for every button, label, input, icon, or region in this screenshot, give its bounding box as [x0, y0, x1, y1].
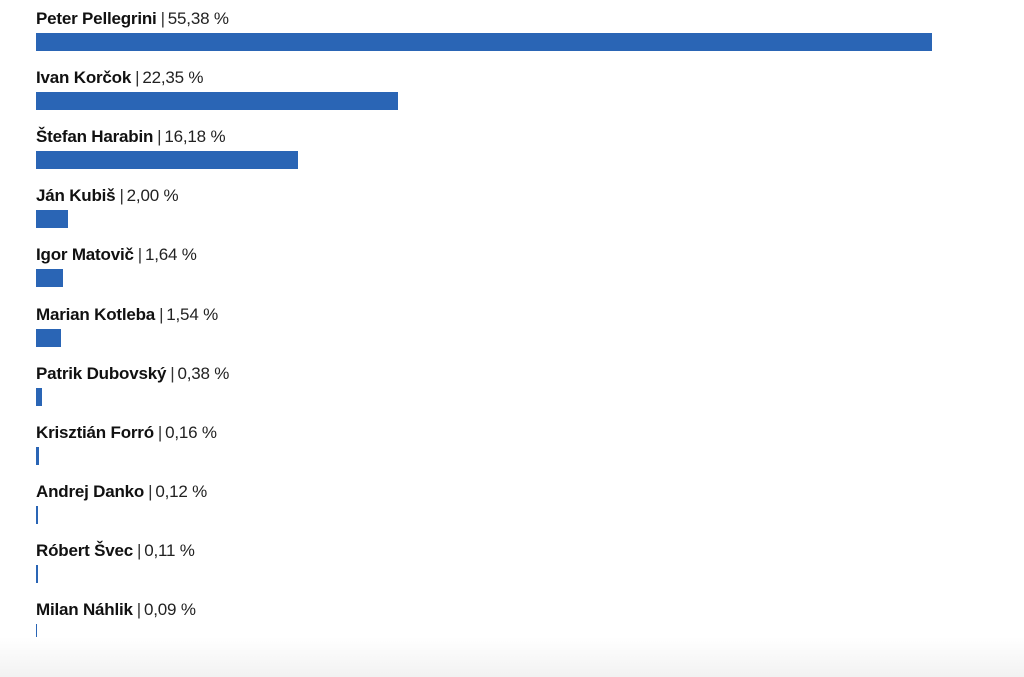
vote-percentage: 0,09 %	[144, 600, 196, 619]
vote-percentage: 0,16 %	[165, 422, 217, 442]
bottom-fade	[0, 637, 1024, 677]
label-separator: |	[160, 9, 165, 28]
vote-bar	[36, 505, 38, 524]
label-separator: |	[170, 363, 175, 383]
candidate-label: Krisztián Forró | 0,16 %	[36, 422, 217, 444]
candidate-label: Andrej Danko | 0,12 %	[36, 481, 207, 503]
label-separator: |	[135, 68, 140, 88]
vote-bar	[36, 446, 39, 465]
label-separator: |	[159, 304, 164, 324]
vote-percentage: 0,38 %	[177, 363, 230, 383]
candidate-row: Peter Pellegrini | 55,38 %	[36, 1, 996, 59]
candidate-label: Róbert Švec | 0,11 %	[36, 540, 195, 562]
vote-bar	[36, 564, 38, 583]
candidate-label: Patrik Dubovský | 0,38 %	[36, 363, 229, 385]
label-separator: |	[157, 127, 162, 147]
vote-bar	[36, 624, 38, 642]
candidate-row: Ivan Korčok | 22,35 %	[36, 60, 996, 118]
candidate-row: Milan Náhlik | 0,09 %	[36, 592, 996, 650]
candidate-name: Marian Kotleba	[36, 304, 156, 324]
label-separator: |	[137, 245, 142, 265]
label-separator: |	[136, 600, 142, 619]
candidate-label: Peter Pellegrini | 55,38 %	[36, 8, 229, 30]
vote-percentage: 22,35 %	[142, 68, 204, 88]
vote-bar	[36, 151, 298, 170]
vote-bar	[36, 387, 43, 406]
candidate-label: Milan Náhlik | 0,09 %	[36, 599, 196, 621]
label-separator: |	[157, 422, 163, 442]
vote-percentage: 2,00 %	[126, 186, 179, 206]
candidate-row: Marian Kotleba | 1,54 %	[36, 297, 996, 355]
candidate-name: Peter Pellegrini	[36, 9, 157, 28]
vote-percentage: 0,12 %	[155, 481, 208, 501]
candidate-name: Štefan Harabin	[36, 127, 154, 147]
candidate-name: Róbert Švec	[36, 540, 134, 560]
vote-bar	[36, 33, 932, 51]
candidate-name: Krisztián Forró	[36, 422, 154, 442]
vote-percentage: 1,54 %	[166, 304, 219, 324]
candidate-label: Igor Matovič | 1,64 %	[36, 244, 197, 266]
label-separator: |	[119, 186, 124, 206]
candidate-row: Štefan Harabin | 16,18 %	[36, 119, 996, 177]
candidate-label: Štefan Harabin | 16,18 %	[36, 126, 226, 148]
candidate-label: Ivan Korčok | 22,35 %	[36, 67, 204, 89]
candidate-label: Marian Kotleba | 1,54 %	[36, 304, 218, 326]
vote-percentage: 55,38 %	[167, 9, 229, 28]
candidate-row: Patrik Dubovský | 0,38 %	[36, 356, 996, 414]
candidate-name: Patrik Dubovský	[36, 363, 167, 383]
vote-bar	[36, 269, 63, 288]
vote-percentage: 0,11 %	[144, 540, 195, 560]
candidate-name: Ivan Korčok	[36, 68, 132, 88]
candidate-row: Krisztián Forró | 0,16 %	[36, 415, 996, 473]
candidate-name: Milan Náhlik	[36, 600, 133, 619]
candidate-name: Igor Matovič	[36, 245, 134, 265]
vote-percentage: 1,64 %	[144, 245, 197, 265]
label-separator: |	[148, 481, 153, 501]
candidate-name: Ján Kubiš	[36, 186, 116, 206]
label-separator: |	[137, 540, 142, 560]
vote-bar	[36, 92, 398, 111]
candidate-row: Róbert Švec | 0,11 %	[36, 533, 996, 591]
candidate-row: Andrej Danko | 0,12 %	[36, 474, 996, 532]
vote-bar	[36, 210, 69, 229]
candidate-label: Ján Kubiš | 2,00 %	[36, 185, 179, 207]
vote-percentage: 16,18 %	[164, 127, 226, 147]
candidate-row: Ján Kubiš | 2,00 %	[36, 178, 996, 236]
vote-bar	[36, 328, 61, 347]
candidate-name: Andrej Danko	[36, 481, 145, 501]
candidate-row: Igor Matovič | 1,64 %	[36, 237, 996, 295]
